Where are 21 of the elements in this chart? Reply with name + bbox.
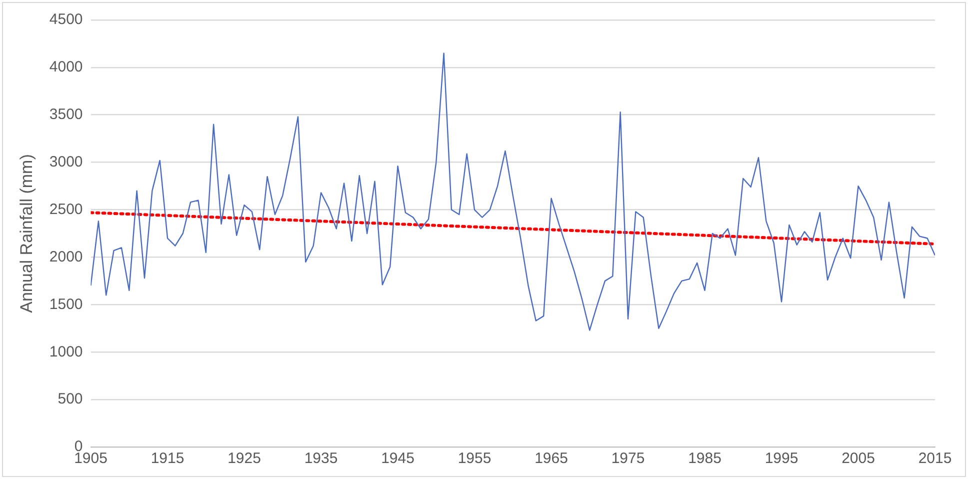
x-tick-label: 1995 (764, 450, 798, 468)
y-axis-title: Annual Rainfall (mm) (16, 154, 36, 313)
y-tick-label: 4500 (49, 11, 83, 28)
y-tick-label: 4000 (49, 58, 83, 76)
y-tick-label: 2000 (49, 248, 83, 266)
x-tick-label: 1945 (381, 450, 414, 468)
x-tick-label: 2005 (842, 450, 875, 468)
y-tick-label: 2500 (49, 200, 83, 218)
y-tick-label: 3000 (49, 153, 83, 170)
y-tick-label: 1000 (49, 343, 83, 360)
y-tick-label: 3500 (49, 106, 83, 124)
x-tick-label: 1965 (534, 450, 568, 468)
x-tick-label: 1915 (150, 450, 184, 468)
x-tick-label: 1975 (611, 450, 645, 468)
x-tick-label: 1955 (458, 450, 492, 468)
y-tick-label: 500 (58, 390, 83, 408)
y-tick-label: 1500 (49, 296, 83, 313)
x-tick-label: 1985 (688, 450, 722, 468)
x-tick-label: 1935 (304, 450, 338, 468)
x-tick-label: 1925 (228, 450, 261, 468)
x-tick-label: 2015 (918, 450, 952, 468)
